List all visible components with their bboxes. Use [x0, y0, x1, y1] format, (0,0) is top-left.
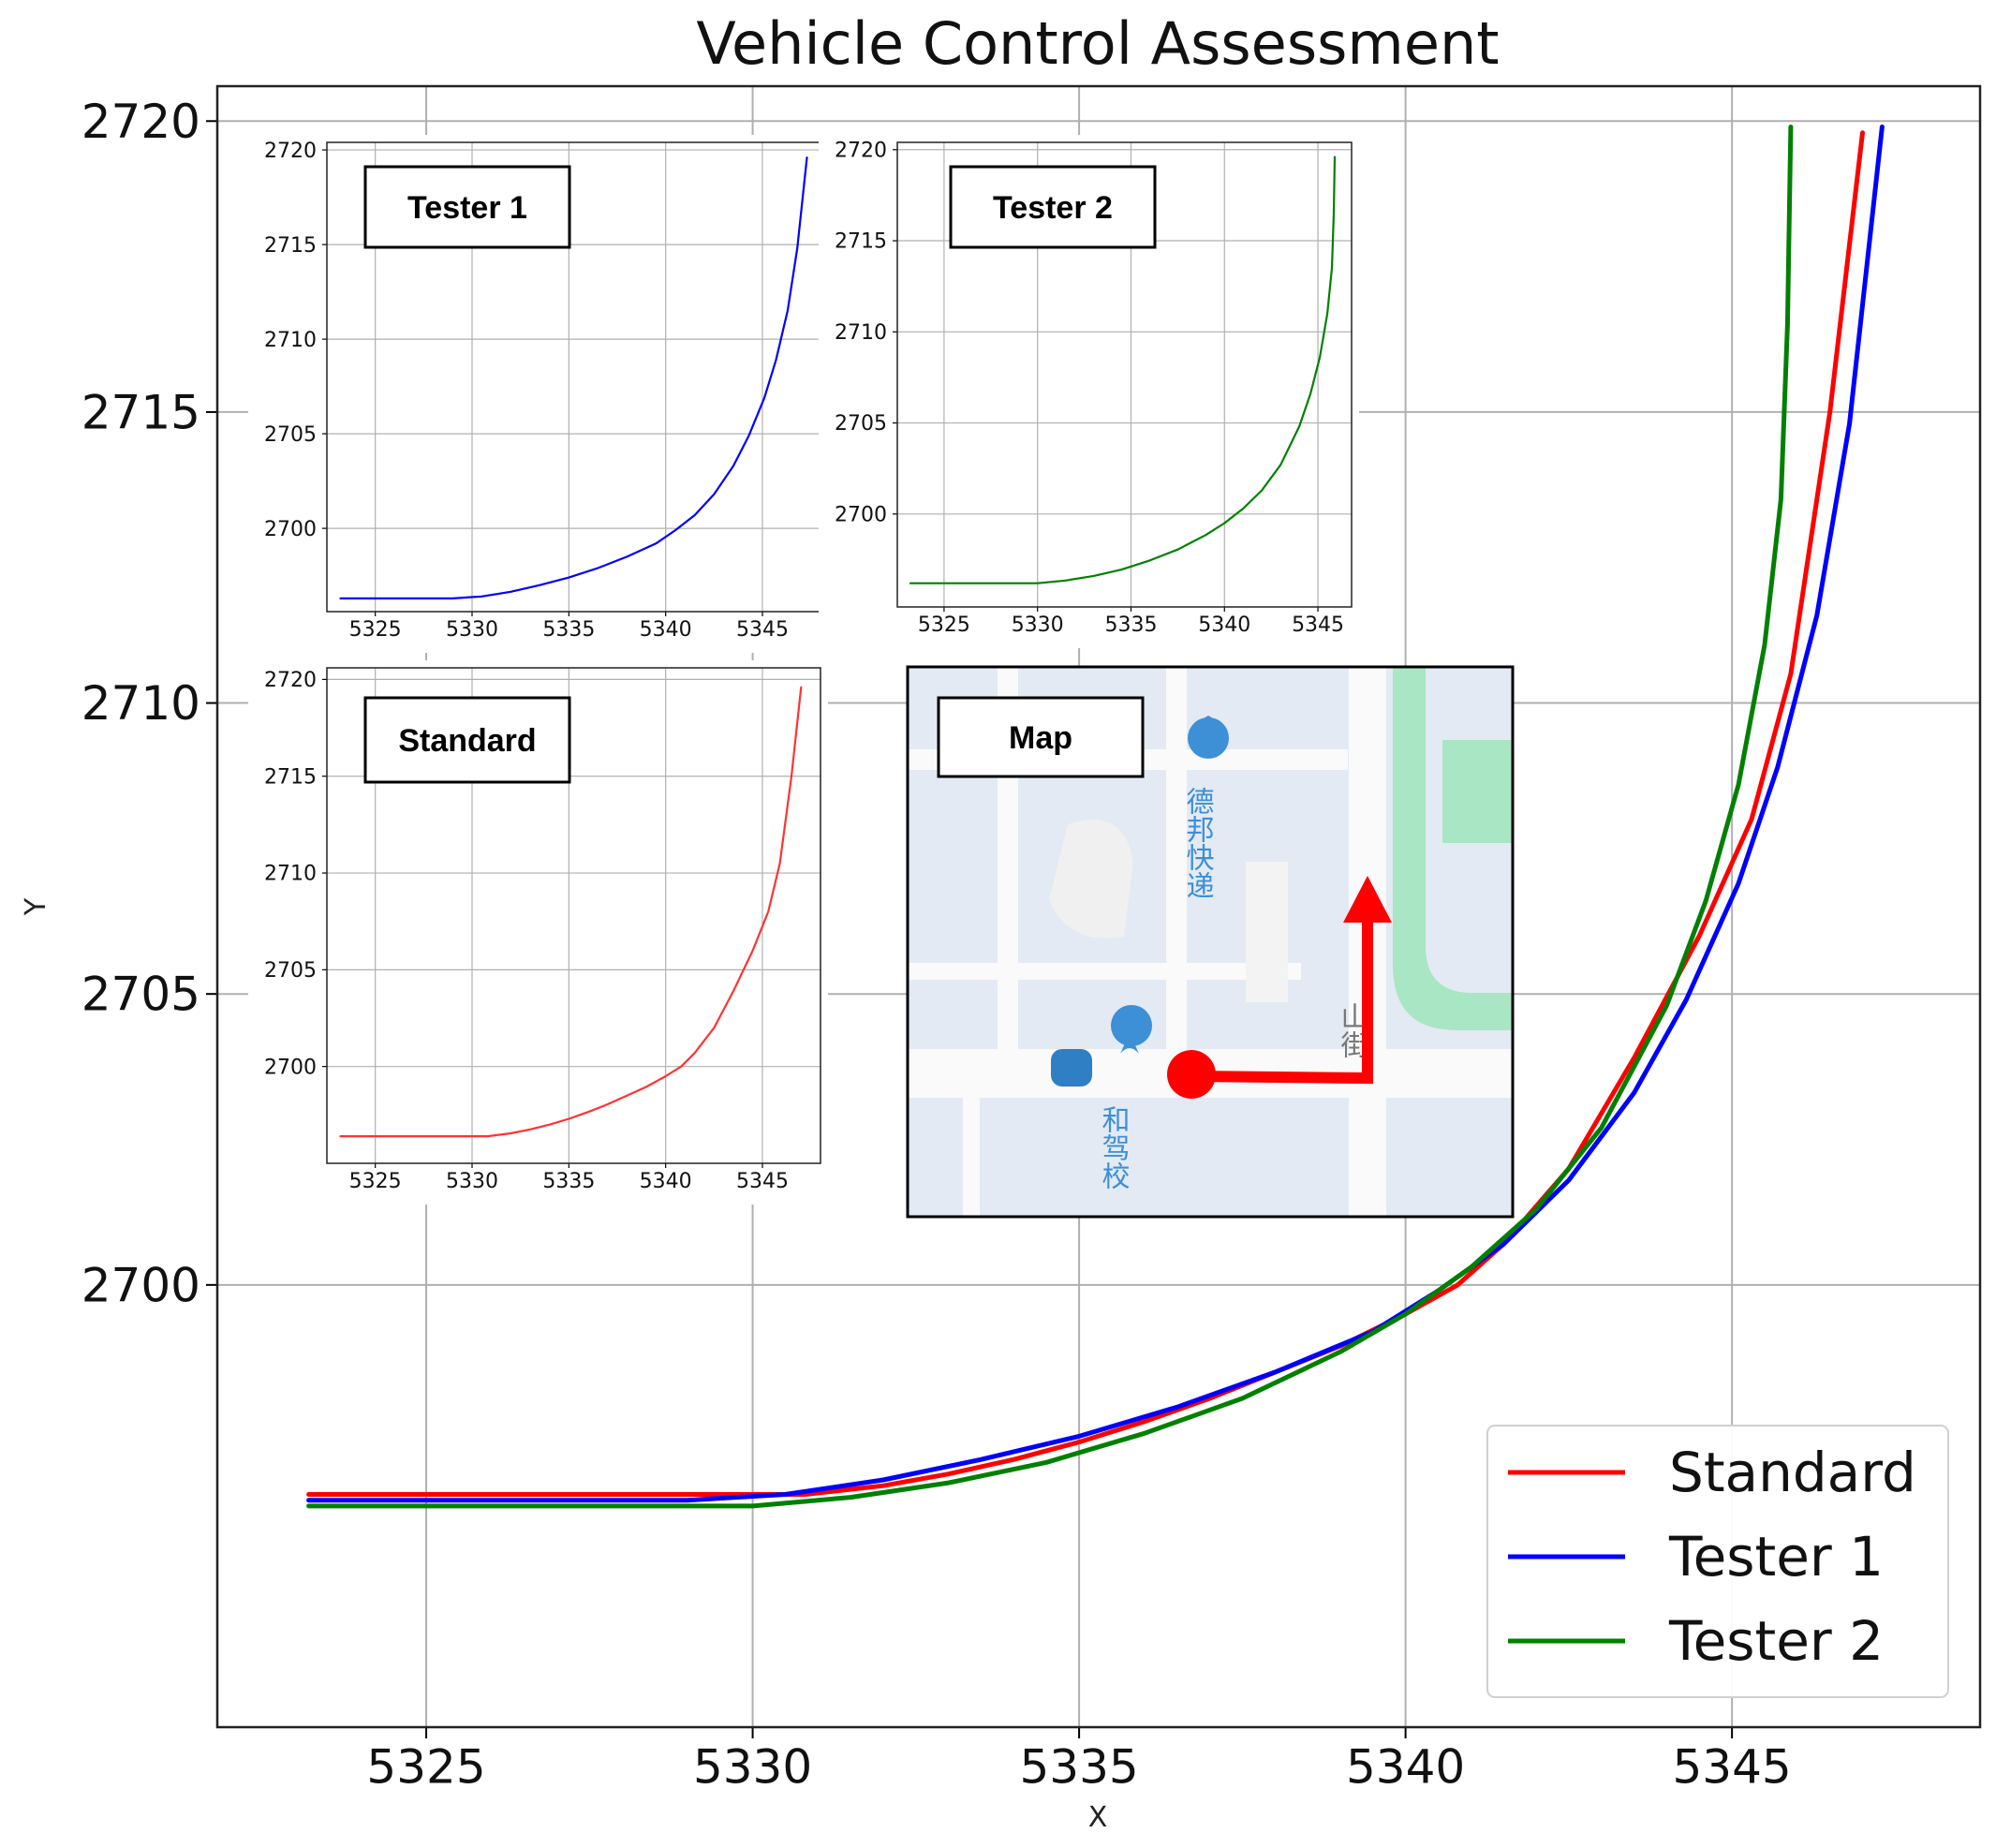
plot-frame — [896, 141, 1353, 608]
series-line-trajectory — [339, 686, 803, 1138]
map-label-box — [937, 696, 1145, 778]
route-arrowhead-icon — [1343, 876, 1392, 923]
inset-standard: 5325 5330 5335 5340 5345 2700 2705 2710 2715 2720… — [248, 660, 828, 1205]
y-axis-label: Y — [20, 897, 52, 916]
x-tick-label: 5325 — [349, 618, 402, 642]
y-tick-label: 2700 — [264, 1056, 317, 1079]
x-tick-label: 5340 — [1346, 1740, 1465, 1795]
inset-title: Tester 1 — [407, 190, 527, 226]
y-tick-label: 2710 — [264, 863, 317, 886]
legend-label: Tester 1 — [1668, 1525, 1884, 1589]
series-line-tester-2 — [306, 125, 1794, 1509]
inset-title: Standard — [398, 723, 536, 759]
plot-frame — [215, 84, 1982, 1729]
inset-tester-2: 5325 5330 5335 5340 5345 2700 2705 2710 2715 2720… — [819, 135, 1359, 648]
x-tick-label: 5335 — [1019, 1740, 1138, 1795]
map-poi-label: 和驾校 — [1097, 1105, 1131, 1190]
x-tick-label: 5325 — [349, 1170, 402, 1193]
y-tick-label: 2715 — [264, 234, 317, 258]
legend: Standard Tester 1 Tester 2 — [1486, 1425, 1949, 1698]
x-axis-label: X — [1088, 1801, 1108, 1834]
plot-frame — [326, 667, 821, 1164]
y-tick-label: 2705 — [835, 412, 887, 436]
inset-label-box — [363, 696, 571, 784]
y-tick-label: 2700 — [264, 518, 317, 541]
x-tick-label: 5330 — [446, 618, 498, 642]
y-tick-label: 2710 — [264, 329, 317, 352]
y-tick-label: 2705 — [81, 968, 200, 1022]
chart-title: Vehicle Control Assessment — [696, 9, 1499, 78]
y-tick-label: 2710 — [81, 676, 200, 731]
map-frame — [906, 665, 1515, 1219]
inset-tester-1: 5325 5330 5335 5340 5345 2700 2705 2710 2715 2720… — [248, 135, 828, 653]
map-bus-icon — [1051, 1049, 1092, 1087]
x-tick-label: 5330 — [446, 1170, 498, 1193]
y-tick-label: 2720 — [264, 669, 317, 692]
x-tick-label: 5340 — [1198, 614, 1250, 637]
x-tick-label: 5335 — [1104, 614, 1157, 637]
y-tick-label: 2720 — [81, 95, 200, 149]
inset-title: Tester 2 — [993, 190, 1113, 226]
y-tick-label: 2710 — [835, 321, 887, 345]
legend-label: Standard — [1669, 1441, 1916, 1504]
x-tick-label: 5330 — [693, 1740, 812, 1795]
series-line-trajectory — [339, 156, 808, 600]
y-tick-label: 2720 — [264, 140, 317, 163]
x-tick-label: 5345 — [1292, 614, 1344, 637]
series-line-trajectory — [909, 155, 1337, 584]
map-title: Map — [1009, 720, 1072, 756]
y-tick-label: 2700 — [835, 504, 887, 527]
map-poi-label: 德邦快递 — [1181, 787, 1215, 899]
y-tick-label: 2715 — [81, 385, 200, 439]
y-tick-label: 2720 — [835, 139, 887, 162]
x-tick-label: 5345 — [736, 1170, 789, 1193]
y-tick-label: 2705 — [264, 959, 317, 983]
map-green-strip — [1393, 667, 1513, 1030]
y-tick-label: 2715 — [264, 765, 317, 789]
x-tick-label: 5345 — [736, 618, 789, 642]
x-tick-label: 5340 — [640, 1170, 692, 1193]
x-tick-label: 5325 — [366, 1740, 485, 1795]
x-tick-label: 5335 — [542, 1170, 595, 1193]
y-tick-label: 2700 — [81, 1258, 200, 1312]
inset-label-box — [949, 165, 1157, 249]
map-pin-icon — [1111, 1005, 1152, 1046]
route-path — [1190, 918, 1373, 1085]
x-tick-label: 5325 — [918, 614, 970, 637]
y-tick-label: 2715 — [835, 230, 887, 254]
legend-label: Tester 2 — [1668, 1609, 1884, 1673]
x-tick-label: 5330 — [1012, 614, 1064, 637]
x-tick-label: 5340 — [640, 618, 692, 642]
x-tick-label: 5345 — [1673, 1740, 1792, 1795]
x-tick-label: 5335 — [542, 618, 595, 642]
route-start-marker — [1167, 1050, 1216, 1099]
y-tick-label: 2705 — [264, 423, 317, 447]
inset-label-box — [363, 165, 571, 249]
map-pin-icon — [1188, 717, 1229, 759]
